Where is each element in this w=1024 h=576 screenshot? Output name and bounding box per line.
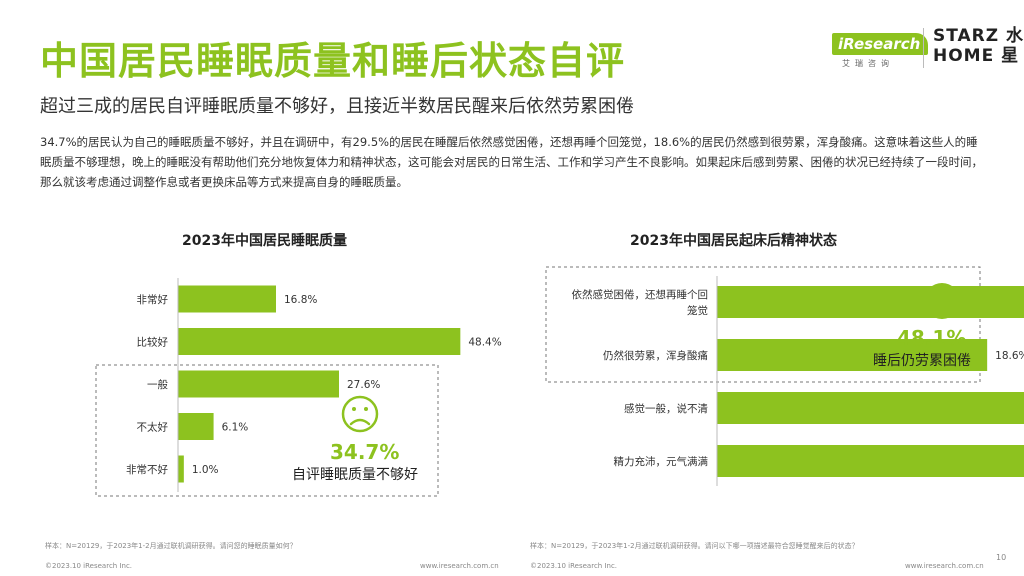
- right-chart-category-label: 笼觉: [687, 304, 708, 317]
- right-chart-category-label: 仍然很劳累，浑身酸痛: [603, 349, 708, 362]
- right-chart-category-label: 依然感觉困倦，还想再睡个回: [572, 288, 709, 301]
- left-chart-category-label: 一般: [147, 378, 168, 391]
- page-title: 中国居民睡眠质量和睡后状态自评: [40, 39, 626, 83]
- iresearch-logo-brand: iResearch: [832, 33, 929, 55]
- right-chart-bar: [717, 445, 1024, 477]
- right-callout-label: 睡后仍劳累困倦: [873, 353, 971, 369]
- left-copyright: ©2023.10 iResearch Inc.: [45, 562, 133, 570]
- sad-face-icon: [341, 395, 379, 433]
- left-chart-category-label: 比较好: [137, 336, 169, 349]
- right-sample-note: 样本：N=20129，于2023年1-2月通过联机调研获得。请问以下哪一项描述最…: [530, 542, 859, 550]
- left-bar-chart: 非常好 16.8% 比较好 48.4% 一般 27.6% 不太好 6.1% 非常不好 1.0%: [126, 278, 502, 492]
- left-chart-category-label: 不太好: [137, 421, 169, 434]
- right-chart-category-label: 精力充沛，元气满满: [614, 455, 709, 468]
- left-chart-bar: [178, 328, 461, 355]
- right-bar-chart: 依然感觉困倦，还想再睡个回笼觉29.5%仍然很劳累，浑身酸痛18.6%感觉一般，…: [572, 276, 1024, 486]
- right-callout-value: 48.1%: [897, 326, 967, 350]
- iresearch-logo: iResearch 艾瑞咨询: [832, 30, 929, 70]
- left-url: www.iresearch.com.cn: [420, 562, 499, 570]
- right-chart-value-label: 18.6%: [995, 350, 1024, 362]
- left-chart-value-label: 48.4%: [468, 337, 501, 349]
- right-chart-category-label: 感觉一般，说不清: [624, 402, 708, 415]
- page-number: 10: [996, 553, 1007, 562]
- iresearch-logo-subtext: 艾瑞咨询: [842, 59, 894, 68]
- left-callout-value: 34.7%: [330, 440, 400, 464]
- left-callout-label: 自评睡眠质量不够好: [292, 467, 418, 483]
- left-chart-bar: [178, 413, 214, 440]
- right-chart-bar: [717, 286, 1024, 318]
- left-chart-value-label: 1.0%: [192, 464, 219, 476]
- starz-home-logo: STARZ 水 HOME 星: [933, 26, 1024, 66]
- right-chart-title: 2023年中国居民起床后精神状态: [630, 233, 837, 249]
- left-sample-note: 样本：N=20129，于2023年1-2月通过联机调研获得。请问您的睡眠质量如何…: [45, 542, 297, 550]
- starz-logo-line1: STARZ 水: [933, 26, 1024, 46]
- starz-logo-line2: HOME 星: [933, 46, 1020, 66]
- page-subtitle: 超过三成的居民自评睡眠质量不够好，且接近半数居民醒来后依然劳累困倦: [40, 96, 634, 117]
- left-chart-category-label: 非常好: [137, 293, 169, 306]
- left-chart-bar: [178, 285, 276, 313]
- left-chart-category-label: 非常不好: [126, 463, 168, 476]
- left-chart-value-label: 16.8%: [284, 294, 317, 306]
- right-copyright: ©2023.10 iResearch Inc.: [530, 562, 618, 570]
- left-chart-bar: [178, 455, 184, 483]
- description-paragraph: 34.7%的居民认为自己的睡眠质量不够好，并且在调研中，有29.5%的居民在睡醒…: [40, 135, 983, 189]
- left-highlight-box: [95, 364, 439, 497]
- right-url: www.iresearch.com.cn: [905, 562, 984, 570]
- right-chart-bar: [717, 339, 988, 371]
- logo-divider: [923, 28, 924, 68]
- left-chart-bar: [178, 370, 339, 398]
- left-chart-value-label: 27.6%: [347, 379, 380, 391]
- left-chart-title: 2023年中国居民睡眠质量: [182, 233, 347, 249]
- right-chart-bar: [717, 392, 1024, 424]
- left-chart-value-label: 6.1%: [222, 422, 249, 434]
- right-highlight-box: [545, 266, 981, 383]
